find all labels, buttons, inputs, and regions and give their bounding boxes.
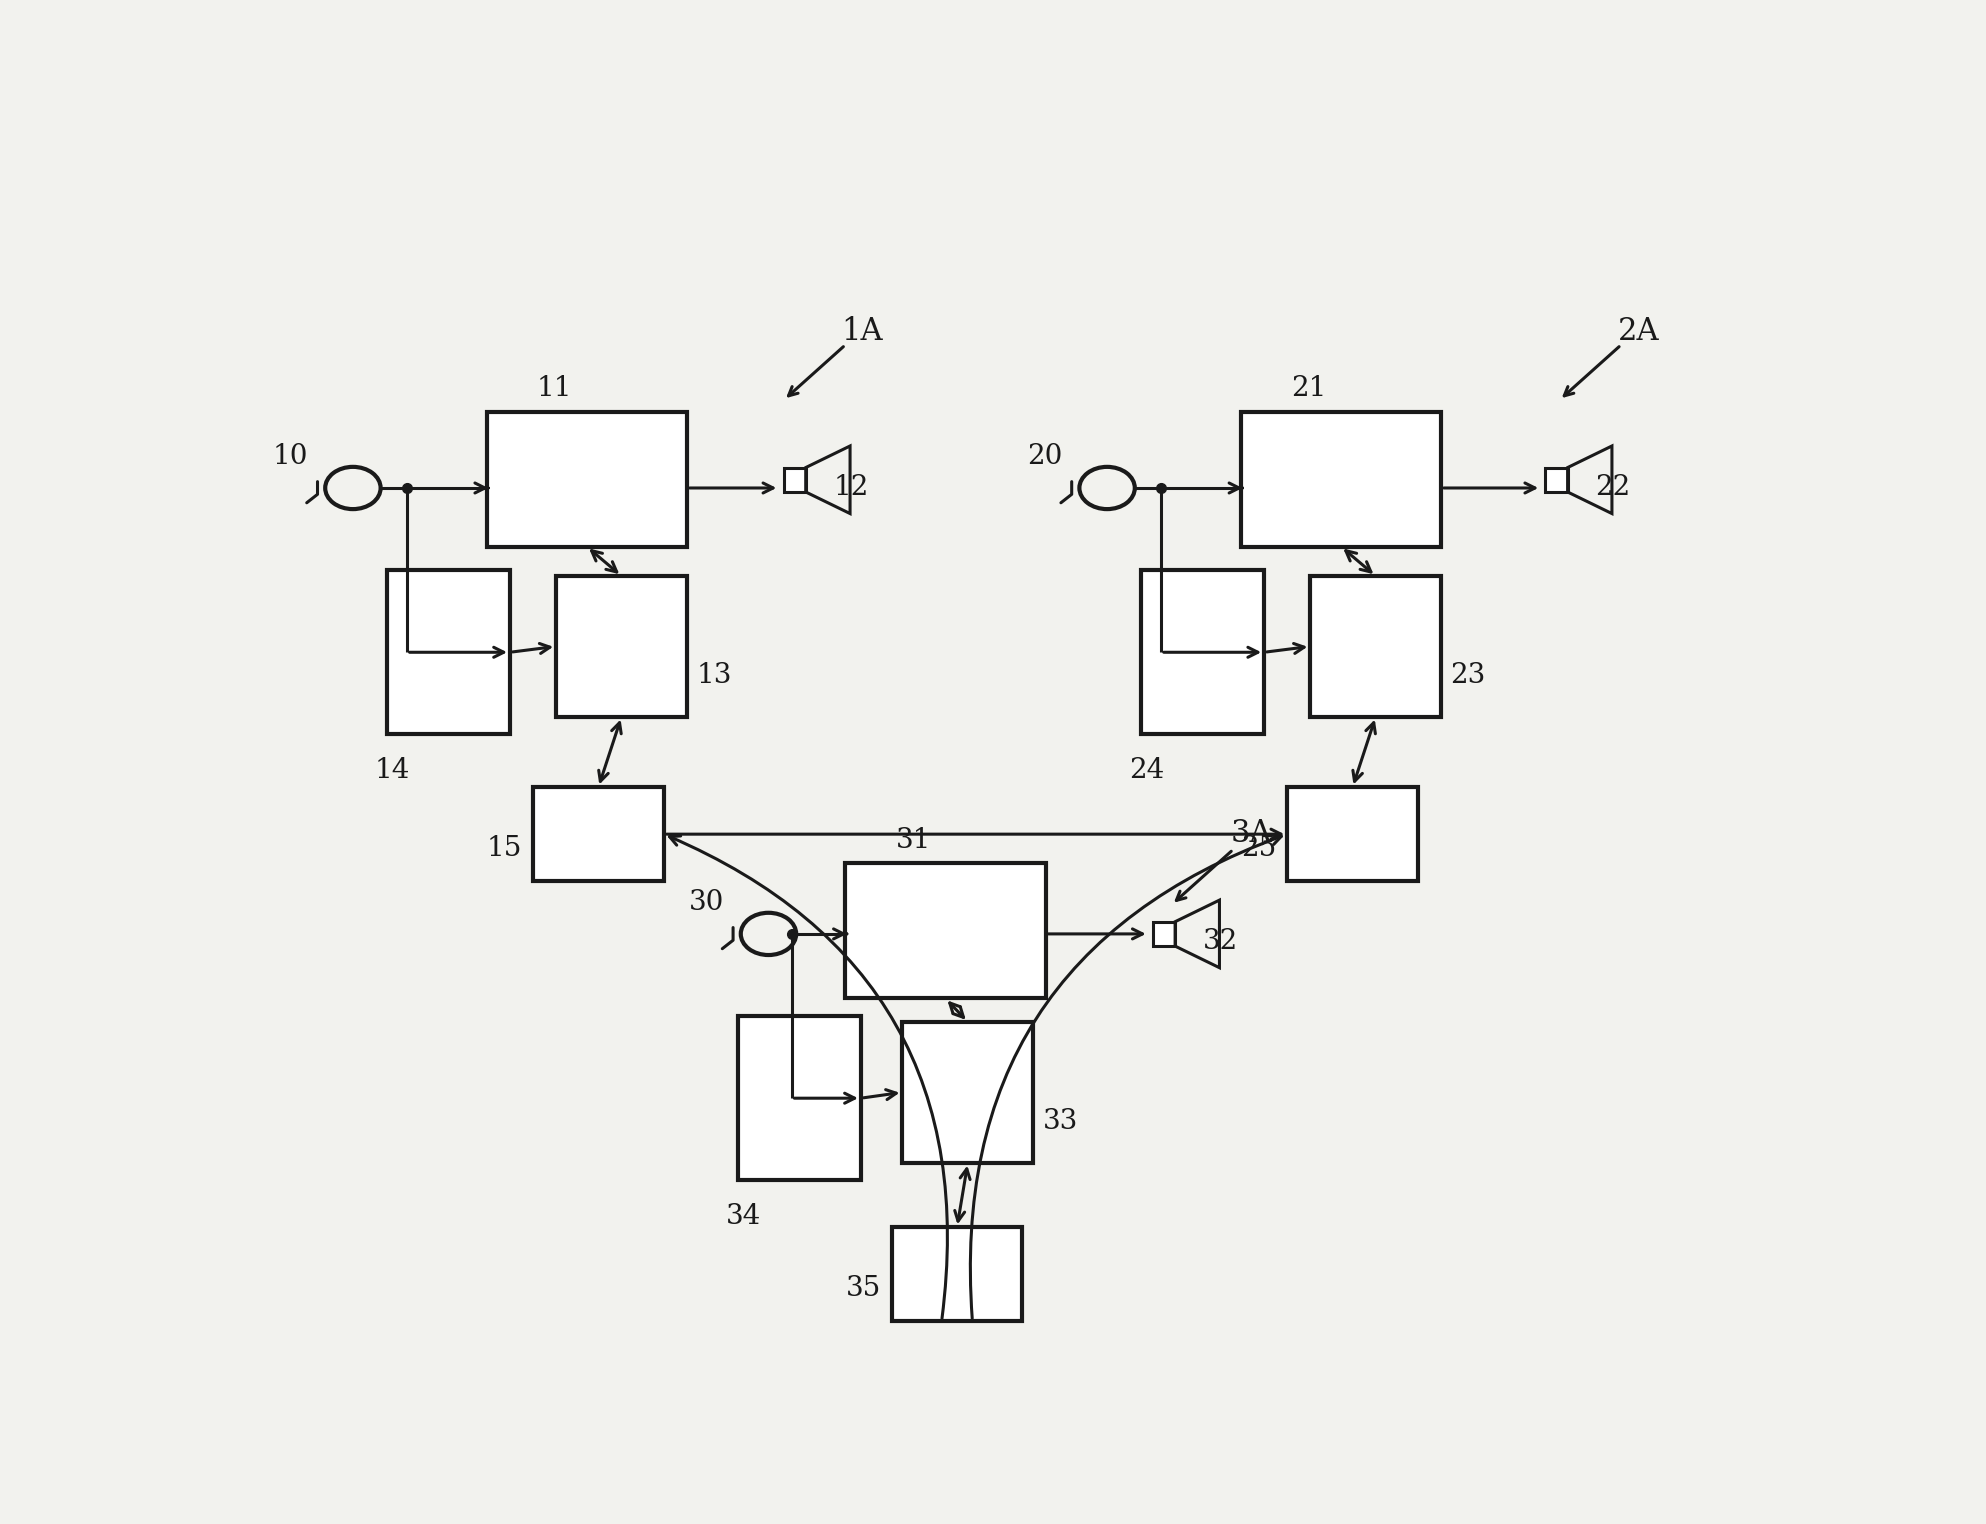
Text: 15: 15 [487,835,522,863]
FancyBboxPatch shape [737,1017,860,1180]
Text: 12: 12 [834,474,868,501]
FancyBboxPatch shape [1287,788,1418,881]
Text: 35: 35 [846,1276,880,1303]
Bar [1154,922,1176,946]
FancyBboxPatch shape [846,864,1045,998]
FancyBboxPatch shape [892,1227,1023,1321]
Text: 34: 34 [725,1202,761,1230]
Text: 32: 32 [1204,928,1237,956]
Text: 30: 30 [689,890,723,916]
Text: 21: 21 [1291,375,1327,402]
FancyBboxPatch shape [902,1023,1033,1163]
Text: 23: 23 [1450,661,1486,689]
Text: 10: 10 [272,443,308,471]
FancyBboxPatch shape [387,570,510,735]
Text: 14: 14 [375,757,409,783]
Text: 13: 13 [697,661,731,689]
Text: 25: 25 [1241,835,1277,863]
Text: 1A: 1A [840,315,882,347]
Text: 33: 33 [1043,1108,1078,1134]
FancyBboxPatch shape [1311,576,1442,716]
Text: 11: 11 [536,375,572,402]
Text: 3A: 3A [1229,818,1271,849]
Bar [784,468,806,492]
FancyBboxPatch shape [487,411,687,547]
FancyBboxPatch shape [1241,411,1442,547]
Text: 24: 24 [1128,757,1164,783]
Text: 31: 31 [896,828,931,853]
Bar [1545,468,1567,492]
FancyBboxPatch shape [532,788,663,881]
FancyBboxPatch shape [556,576,687,716]
FancyBboxPatch shape [1140,570,1263,735]
Text: 2A: 2A [1619,315,1660,347]
Text: 22: 22 [1595,474,1631,501]
Text: 20: 20 [1027,443,1063,471]
